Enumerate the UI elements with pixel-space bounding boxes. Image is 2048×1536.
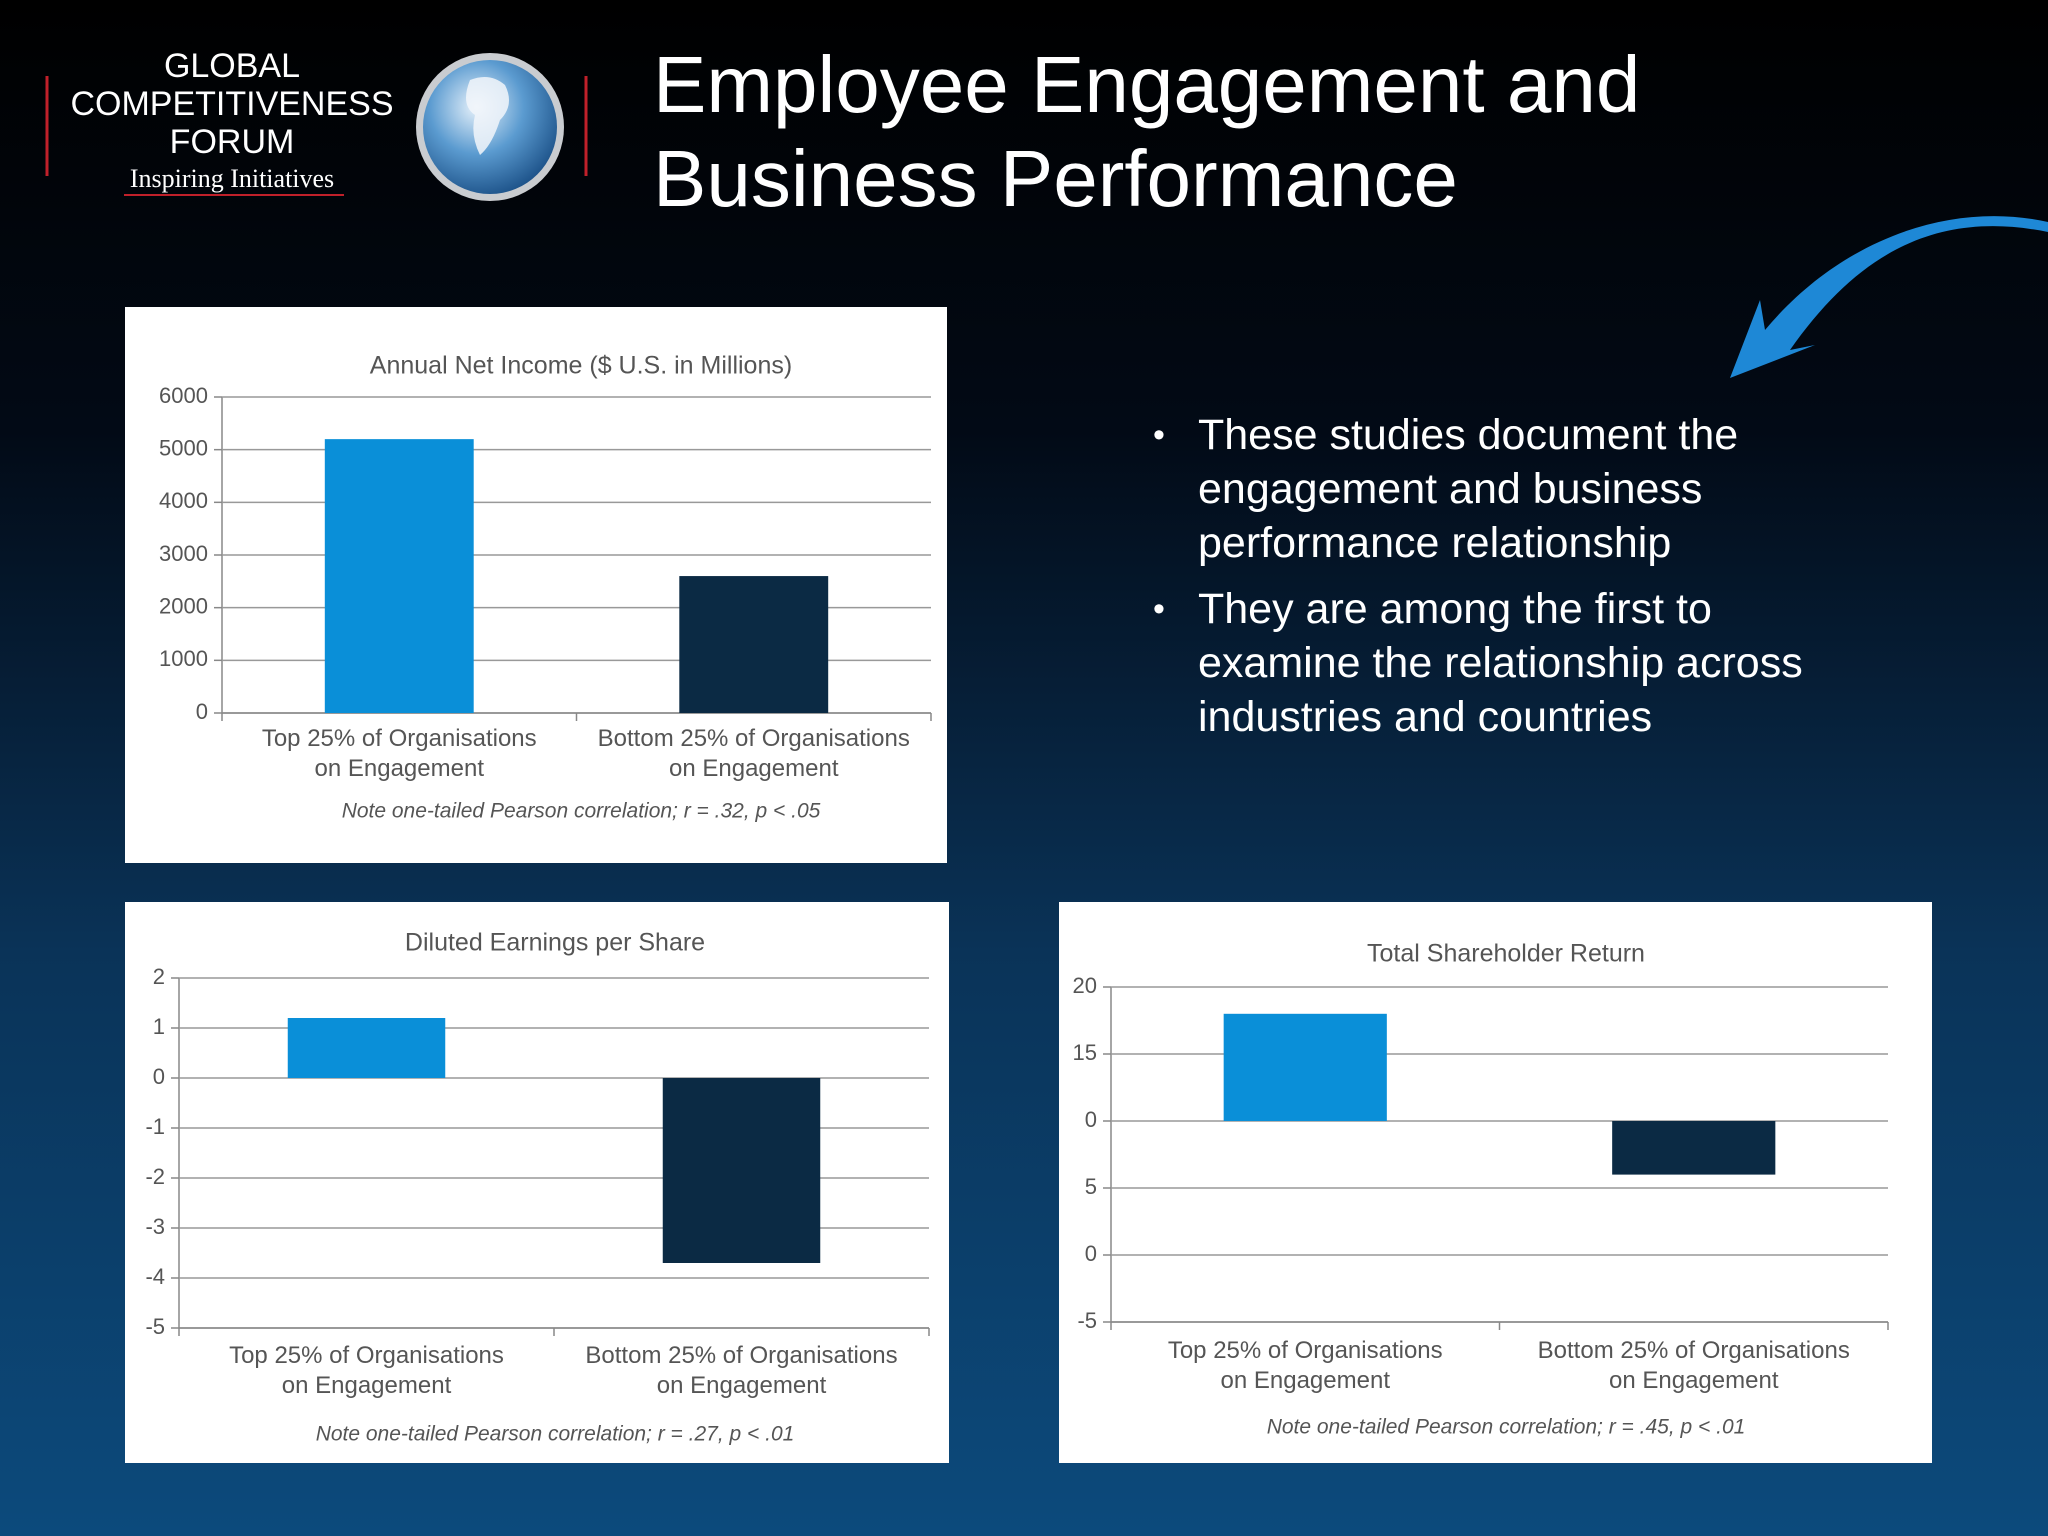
y-tick-label: 1000 <box>159 646 208 671</box>
bullet: They are among the first to examine the … <box>1153 582 1878 744</box>
y-tick-label: -1 <box>145 1114 165 1139</box>
bullet-list: These studies document the engagement an… <box>1153 408 1878 756</box>
bar <box>1612 1121 1776 1175</box>
x-tick-label-line: on Engagement <box>1609 1367 1779 1394</box>
logo-text: FORUM <box>170 123 295 161</box>
arrow <box>1730 216 2048 378</box>
y-tick-label: -5 <box>1077 1308 1097 1333</box>
y-tick-label: 2000 <box>159 593 208 618</box>
y-tick-label: 0 <box>1085 1241 1097 1266</box>
slide-title: Employee Engagement and Business Perform… <box>653 40 1641 223</box>
chart-title: Total Shareholder Return <box>1367 940 1645 968</box>
bar <box>679 576 829 713</box>
x-tick-label-line: on Engagement <box>315 755 485 782</box>
y-tick-label: -4 <box>145 1264 165 1289</box>
logo-tagline: Inspiring Initiatives <box>130 164 334 193</box>
logo-text: GLOBAL <box>164 47 300 85</box>
x-tick-label: Top 25% of Organisations on Engagement <box>229 1342 504 1399</box>
y-tick-label: 4000 <box>159 488 208 513</box>
x-tick-label-line: on Engagement <box>1221 1367 1391 1394</box>
chart-note: Note one-tailed Pearson correlation; r =… <box>342 800 821 823</box>
x-tick-label-line: Top 25% of Organisations <box>262 725 537 752</box>
chart-note: Note one-tailed Pearson correlation; r =… <box>1267 1416 1746 1439</box>
chart-note: Note one-tailed Pearson correlation; r =… <box>316 1423 795 1446</box>
y-tick-label: -2 <box>145 1164 165 1189</box>
x-tick-label: Bottom 25% of Organisations on Engagement <box>1538 1337 1850 1394</box>
y-tick-label: 20 <box>1073 973 1097 998</box>
y-tick-label: 15 <box>1073 1040 1097 1065</box>
globe-land <box>466 76 509 155</box>
chart-panel <box>1059 902 1932 1463</box>
x-tick-label-line: Top 25% of Organisations <box>1168 1337 1443 1364</box>
y-tick-label: 0 <box>196 699 208 724</box>
y-tick-label: -3 <box>145 1214 165 1239</box>
x-tick-label-line: Top 25% of Organisations <box>229 1342 504 1369</box>
chart-title: Annual Net Income ($ U.S. in Millions) <box>370 352 792 380</box>
x-tick-label: Bottom 25% of Organisations on Engagement <box>598 725 910 782</box>
bar <box>287 1018 446 1078</box>
x-tick-label-line: on Engagement <box>282 1372 452 1399</box>
x-tick-label-line: Bottom 25% of Organisations <box>598 725 910 752</box>
x-tick-label-line: on Engagement <box>657 1372 827 1399</box>
logo-text: COMPETITIVENESS <box>70 85 393 123</box>
y-tick-label: 0 <box>1085 1107 1097 1132</box>
chart-title: Diluted Earnings per Share <box>405 929 705 957</box>
y-tick-label: 3000 <box>159 541 208 566</box>
y-tick-label: 5000 <box>159 435 208 460</box>
bar <box>662 1078 821 1263</box>
x-tick-label: Top 25% of Organisations on Engagement <box>1168 1337 1443 1394</box>
x-tick-label-line: on Engagement <box>669 755 839 782</box>
x-tick-label: Bottom 25% of Organisations on Engagement <box>585 1342 897 1399</box>
y-tick-label: -5 <box>145 1314 165 1339</box>
x-tick-label-line: Bottom 25% of Organisations <box>1538 1337 1850 1364</box>
bullet: These studies document the engagement an… <box>1153 408 1878 570</box>
x-tick-label-line: Bottom 25% of Organisations <box>585 1342 897 1369</box>
bar <box>324 439 474 713</box>
x-tick-label: Top 25% of Organisations on Engagement <box>262 725 537 782</box>
y-tick-label: 1 <box>153 1014 165 1039</box>
bar <box>1223 1013 1387 1121</box>
y-tick-label: 2 <box>153 964 165 989</box>
y-tick-label: 5 <box>1085 1174 1097 1199</box>
y-tick-label: 6000 <box>159 383 208 408</box>
y-tick-label: 0 <box>153 1064 165 1089</box>
